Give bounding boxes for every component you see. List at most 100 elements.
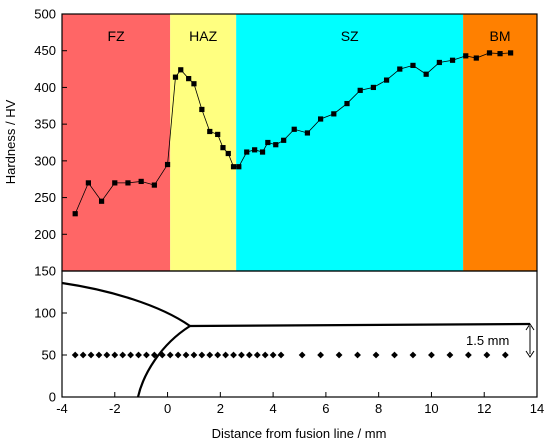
hardness-point: [138, 178, 144, 185]
hardness-point: [318, 116, 324, 122]
y-tick-label: 450: [34, 43, 56, 58]
indent-marker: [127, 351, 135, 359]
indent-marker: [166, 351, 174, 359]
y-tick-label: 200: [34, 227, 56, 242]
weld-top-surface: [189, 322, 531, 328]
hardness-point: [331, 111, 337, 117]
x-tick-label: 6: [322, 401, 329, 416]
hardness-point: [199, 106, 205, 113]
depth-arrow-head-top: [525, 323, 535, 331]
y-tick-label: 500: [34, 7, 56, 22]
indent-marker: [71, 351, 79, 359]
indent-marker: [317, 351, 325, 359]
indent-marker: [198, 351, 206, 359]
hardness-point: [473, 55, 479, 61]
hardness-point: [497, 51, 503, 57]
indent-marker: [182, 351, 190, 359]
hardness-point: [207, 128, 213, 135]
hardness-point: [164, 161, 171, 168]
region-label-haz: HAZ: [189, 28, 217, 44]
y-tick-label: 250: [34, 190, 56, 205]
y-tick-label: 350: [34, 117, 56, 132]
hardness-point: [291, 126, 297, 132]
x-tick-label: 2: [217, 401, 224, 416]
hardness-point: [252, 147, 258, 153]
hardness-point: [215, 131, 221, 138]
region-label-sz: SZ: [341, 28, 359, 44]
x-tick-label: 14: [530, 401, 544, 416]
depth-arrow-head-bottom: [525, 350, 535, 358]
hardness-point: [265, 139, 271, 146]
depth-annotation: 1.5 mm: [466, 333, 509, 348]
indent-marker: [428, 351, 435, 359]
indent-marker: [119, 351, 127, 359]
hardness-point: [397, 66, 403, 72]
y-tick-label: 300: [34, 153, 56, 168]
indent-marker: [174, 351, 182, 359]
indent-marker: [354, 351, 361, 359]
indent-marker: [245, 351, 253, 359]
indent-marker: [206, 351, 214, 359]
hardness-point: [186, 76, 192, 82]
hardness-point: [449, 57, 456, 63]
hardness-point: [344, 100, 350, 107]
hardness-point: [151, 182, 157, 188]
indent-marker: [190, 351, 198, 359]
indent-marker: [409, 351, 417, 359]
indent-marker: [446, 351, 454, 359]
hardness-point: [225, 150, 231, 157]
hardness-point: [191, 81, 197, 87]
weld-lower-boundary: [136, 325, 191, 398]
hardness-point: [125, 180, 131, 186]
x-tick-label: 8: [375, 401, 382, 416]
hardness-point: [463, 53, 469, 59]
hardness-point: [357, 87, 363, 93]
indent-marker: [483, 351, 491, 359]
hardness-point: [72, 211, 78, 217]
hardness-point: [98, 198, 105, 204]
hardness-point: [220, 145, 226, 151]
region-labels: FZ HAZ SZ BM: [108, 28, 511, 44]
indent-marker: [222, 351, 230, 359]
hardness-point: [85, 180, 91, 186]
indent-marker: [230, 351, 237, 359]
indent-marker: [238, 351, 245, 359]
x-tick-label: 4: [269, 401, 276, 416]
indent-marker: [372, 351, 380, 359]
region-haz: [170, 14, 237, 271]
hardness-point: [259, 149, 266, 155]
indent-marker: [143, 351, 150, 359]
hardness-point: [230, 164, 237, 170]
x-tick-label: 12: [477, 401, 491, 416]
indent-marker: [103, 351, 111, 359]
plot-frames: [61, 13, 538, 398]
bottom-y-tick-label: 150: [34, 264, 56, 279]
indent-marker: [269, 351, 277, 359]
x-tick-label: 0: [164, 401, 171, 416]
bottom-y-tick-label: 50: [42, 348, 56, 363]
hardness-point: [410, 62, 416, 68]
hardness-point: [244, 149, 250, 155]
hardness-point: [236, 164, 242, 170]
bottom-y-axis-ticks: 0 50 100 150: [34, 264, 67, 405]
y-axis-title: Hardness / HV: [3, 99, 18, 184]
weld-profile: 1.5 mm: [61, 281, 535, 398]
hardness-point: [112, 180, 118, 186]
indent-marker: [135, 351, 142, 359]
hardness-point: [370, 84, 376, 91]
indent-marker: [501, 351, 509, 359]
hardness-point: [423, 71, 429, 77]
indent-marker: [87, 351, 95, 359]
indent-marker: [150, 351, 158, 359]
hardness-point: [273, 142, 279, 148]
top-y-axis-ticks: 200 250 300 350 400 450 500: [34, 7, 67, 242]
regions-layer: [62, 14, 537, 271]
x-tick-label: -4: [56, 401, 68, 416]
x-tick-label: 10: [424, 401, 438, 416]
region-label-fz: FZ: [108, 28, 126, 44]
indent-marker: [298, 351, 306, 359]
hardness-line: [72, 50, 514, 217]
indent-marker: [253, 351, 261, 359]
x-tick-label: -2: [109, 401, 121, 416]
x-axis-title: Distance from fusion line / mm: [212, 426, 387, 441]
